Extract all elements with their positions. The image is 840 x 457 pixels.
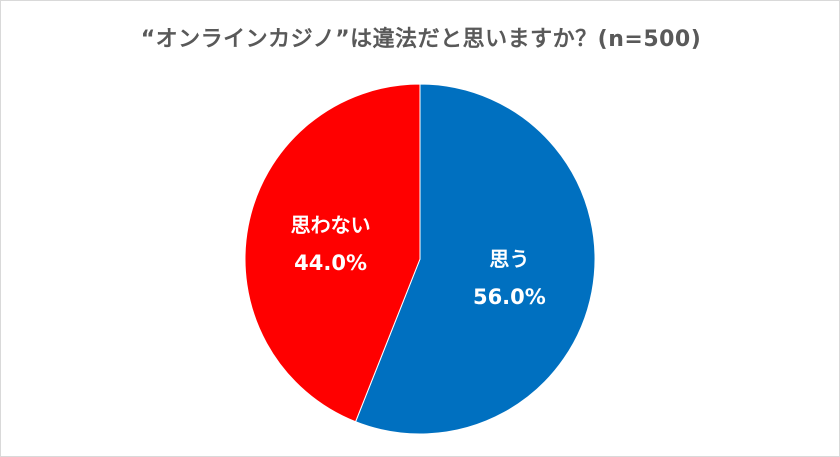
slice-label-1: 思わない [291,213,371,237]
slice-label-0: 思う [489,247,529,271]
pie-slice-0 [354,83,596,435]
slice-value-1: 44.0% [294,251,367,275]
pie-slice-1 [244,83,421,423]
pie-labels: 思う 56.0% 思わない 44.0% [291,213,546,309]
chart-title: “オンラインカジノ”は違法だと思いますか？(n=500) [140,27,702,52]
pie-slices [244,83,596,435]
slice-value-0: 56.0% [473,285,546,309]
